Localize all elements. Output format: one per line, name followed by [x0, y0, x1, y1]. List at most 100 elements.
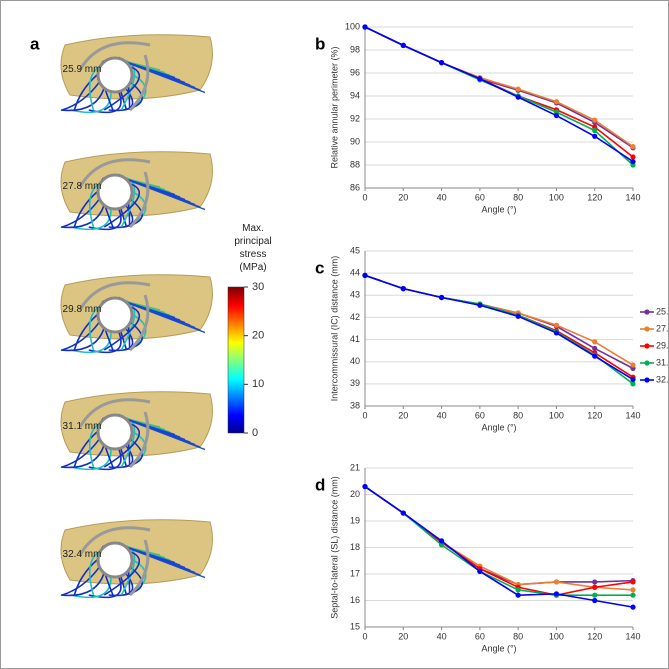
ring — [96, 413, 134, 451]
colorbar-tick-label: 0 — [252, 427, 258, 439]
chord — [70, 209, 112, 231]
legend-label: 27.8 mm — [656, 323, 669, 333]
chord — [103, 551, 141, 596]
x-tick-label: 0 — [362, 192, 367, 202]
chord — [70, 332, 112, 354]
colorbar-tick-label: 20 — [252, 330, 264, 342]
data-point — [515, 592, 521, 598]
chord — [103, 183, 141, 228]
data-point — [630, 376, 636, 383]
chord — [60, 205, 105, 229]
y-tick-label: 88 — [350, 159, 360, 169]
data-point — [477, 302, 483, 308]
x-tick-label: 40 — [437, 410, 447, 420]
x-tick-label: 20 — [398, 631, 408, 641]
y-tick-label: 43 — [350, 290, 360, 300]
data-point — [630, 579, 636, 585]
data-point — [592, 117, 598, 123]
x-tick-label: 140 — [625, 192, 640, 202]
chord — [73, 559, 98, 596]
y-axis-title: Intercommissural (IC) distance (mm) — [329, 256, 339, 402]
data-point — [438, 542, 445, 548]
data-point — [553, 112, 560, 119]
chord — [61, 322, 100, 351]
x-tick-label: 100 — [549, 631, 564, 641]
data-point — [592, 339, 598, 345]
data-point — [553, 330, 560, 336]
x-tick-label: 80 — [513, 410, 523, 420]
y-axis-title: Septal-to-lateral (SL) distance (mm) — [329, 476, 339, 619]
x-tick-label: 40 — [437, 192, 447, 202]
y-tick-label: 41 — [350, 334, 360, 344]
chord — [60, 573, 105, 597]
row-label: 31.1 mm — [62, 421, 102, 432]
ring — [96, 296, 134, 334]
x-axis-title: Angle (°) — [481, 422, 516, 432]
y-tick-label: 45 — [350, 245, 360, 255]
data-point — [438, 294, 445, 301]
data-point — [630, 362, 636, 368]
x-tick-label: 120 — [587, 410, 602, 420]
legend-label: 32.4 mm — [656, 374, 669, 384]
x-tick-label: 60 — [475, 410, 485, 420]
y-tick-label: 21 — [350, 462, 360, 472]
chord — [103, 66, 141, 111]
chord — [88, 183, 100, 228]
x-axis-title: Angle (°) — [481, 643, 516, 653]
y-tick-label: 98 — [350, 44, 360, 54]
y-tick-label: 16 — [350, 595, 360, 605]
x-tick-label: 20 — [398, 410, 408, 420]
row-label: 32.4 mm — [62, 549, 102, 560]
x-tick-label: 0 — [362, 631, 367, 641]
data-point — [515, 587, 521, 593]
data-point — [592, 579, 598, 585]
row-label: 25.9 mm — [62, 64, 102, 75]
chord — [88, 423, 100, 468]
y-axis-title: Relative annular perimeter (%) — [329, 46, 339, 168]
data-point — [592, 584, 598, 590]
data-point — [515, 94, 521, 100]
legend-marker — [644, 343, 650, 349]
data-point — [592, 592, 598, 598]
data-point — [400, 286, 406, 292]
y-tick-label: 38 — [350, 400, 360, 410]
legend-label: 29.8 mm — [656, 340, 669, 350]
series-line — [364, 26, 634, 163]
y-tick-label: 39 — [350, 378, 360, 388]
arm — [78, 281, 151, 311]
row-label: 27.8 mm — [62, 181, 102, 192]
arm — [78, 41, 151, 71]
chord — [119, 299, 206, 334]
data-point — [362, 272, 368, 278]
data-point — [477, 76, 483, 82]
data-point — [438, 538, 445, 544]
x-tick-label: 80 — [513, 631, 523, 641]
y-tick-label: 96 — [350, 67, 360, 77]
x-tick-label: 20 — [398, 192, 408, 202]
x-tick-label: 100 — [549, 410, 564, 420]
data-point — [477, 568, 483, 574]
y-tick-label: 40 — [350, 356, 360, 366]
chord — [119, 59, 206, 94]
data-point — [515, 86, 521, 92]
arm — [78, 158, 151, 188]
legend-marker — [644, 309, 650, 315]
chord — [73, 314, 98, 351]
y-tick-label: 94 — [350, 90, 360, 100]
data-point — [630, 144, 636, 150]
x-tick-label: 40 — [437, 631, 447, 641]
series-line — [364, 274, 634, 385]
data-point — [362, 24, 368, 30]
y-tick-label: 20 — [350, 489, 360, 499]
data-point — [553, 579, 560, 585]
chord — [119, 416, 206, 451]
chord — [70, 577, 112, 599]
panel-label: c — [315, 258, 324, 277]
x-tick-label: 0 — [362, 410, 367, 420]
chord — [88, 306, 100, 351]
chord — [73, 191, 98, 228]
data-point — [400, 510, 406, 516]
data-point — [630, 592, 636, 598]
arm — [128, 294, 150, 352]
